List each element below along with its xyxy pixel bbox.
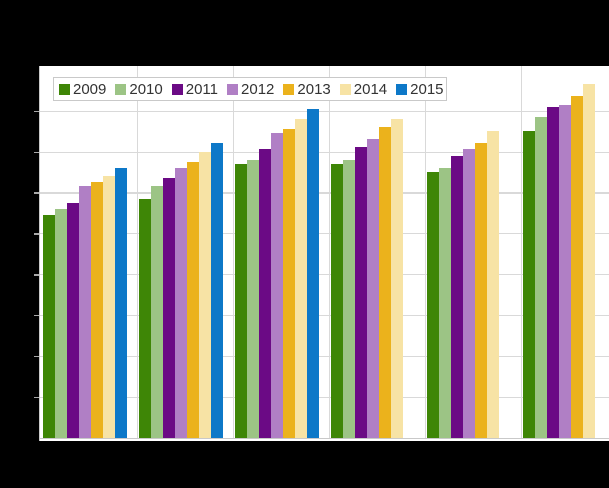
bar-2009-group-5 — [426, 171, 439, 438]
bar-2015-group-2 — [210, 143, 223, 438]
vertical-gridline — [137, 66, 139, 439]
bar-2013-group-6 — [570, 96, 583, 438]
y-axis-tick — [33, 233, 39, 235]
bar-2013-group-2 — [186, 161, 199, 438]
bar-2012-group-2 — [174, 167, 187, 438]
legend-label: 2012 — [241, 80, 275, 98]
y-axis-tick — [33, 355, 39, 358]
x-axis-line — [40, 437, 609, 439]
legend-label: 2013 — [297, 80, 331, 98]
legend-label: 2011 — [185, 80, 219, 98]
bar-2013-group-1 — [90, 182, 103, 438]
bar-2012-group-3 — [270, 133, 283, 438]
legend-item-2015[interactable]: 2015 — [396, 80, 444, 98]
legend-swatch-icon — [339, 83, 351, 95]
bar-2011-group-1 — [66, 202, 79, 438]
legend-label: 2014 — [353, 80, 388, 98]
bar-2009-group-4 — [330, 163, 343, 438]
bar-2012-group-4 — [366, 139, 379, 438]
legend-swatch-icon — [396, 83, 408, 95]
bar-2011-group-2 — [162, 178, 175, 438]
legend-label: 2015 — [410, 80, 444, 98]
bar-2012-group-1 — [78, 186, 91, 438]
bar-2014-group-4 — [390, 118, 403, 438]
y-axis-tick — [33, 396, 39, 399]
y-axis-tick — [33, 192, 39, 194]
vertical-gridline — [425, 66, 427, 439]
horizontal-gridline — [40, 355, 609, 358]
bar-2010-group-6 — [534, 116, 547, 438]
legend-label: 2009 — [73, 80, 107, 98]
legend-swatch-icon — [59, 83, 70, 95]
bar-2013-group-5 — [474, 143, 487, 438]
bar-2015-group-3 — [306, 108, 319, 438]
legend-swatch-icon — [115, 83, 127, 95]
bar-2010-group-1 — [54, 208, 67, 438]
bar-2010-group-3 — [246, 159, 259, 438]
plot-area: 2009 2010 2011 2012 2013 2014 2015 — [33, 66, 609, 441]
bar-2010-group-2 — [150, 186, 163, 438]
bar-2014-group-1 — [102, 176, 115, 438]
legend-item-2012[interactable]: 2012 — [227, 82, 274, 97]
horizontal-gridline — [40, 110, 609, 112]
legend-item-2010[interactable]: 2010 — [115, 80, 163, 98]
horizontal-gridline — [40, 192, 609, 194]
bar-2014-group-3 — [294, 118, 307, 438]
vertical-gridline — [521, 66, 523, 439]
bar-2009-group-2 — [138, 198, 151, 438]
legend-swatch-icon — [283, 83, 295, 95]
bar-2010-group-5 — [438, 167, 451, 438]
legend-item-2013[interactable]: 2013 — [283, 80, 331, 98]
horizontal-gridline — [40, 151, 609, 153]
y-axis-tick — [33, 314, 39, 317]
bar-2009-group-3 — [234, 163, 247, 438]
bar-2014-group-2 — [198, 151, 211, 438]
y-axis-tick — [33, 151, 39, 153]
horizontal-gridline — [40, 396, 609, 398]
legend-item-2014[interactable]: 2014 — [339, 80, 388, 98]
bar-2011-group-3 — [258, 149, 271, 438]
bar-2011-group-6 — [546, 106, 559, 438]
y-axis-tick — [33, 110, 39, 113]
bar-2011-group-4 — [354, 147, 367, 438]
legend-item-2009[interactable]: 2009 — [59, 82, 106, 97]
horizontal-gridline — [40, 314, 609, 317]
legend-item-2011[interactable]: 2011 — [171, 80, 219, 98]
bar-2015-group-1 — [114, 167, 127, 438]
vertical-gridline — [329, 66, 331, 439]
legend-swatch-icon — [227, 83, 239, 95]
horizontal-gridline — [40, 274, 609, 276]
bar-2014-group-5 — [486, 131, 499, 438]
bar-2010-group-4 — [342, 159, 355, 438]
vertical-gridline — [233, 66, 235, 439]
y-axis-tick — [33, 274, 39, 276]
legend: 2009 2010 2011 2012 2013 2014 2015 — [53, 77, 447, 101]
bar-2013-group-3 — [282, 129, 295, 438]
bar-2014-group-6 — [582, 84, 595, 438]
bar-2012-group-5 — [462, 149, 475, 438]
bar-2012-group-6 — [558, 104, 571, 438]
bar-2013-group-4 — [378, 127, 391, 438]
bar-2011-group-5 — [450, 155, 463, 438]
horizontal-gridline — [40, 233, 609, 235]
legend-swatch-icon — [171, 83, 183, 95]
bar-2009-group-1 — [42, 214, 55, 438]
bar-2009-group-6 — [522, 131, 535, 438]
legend-label: 2010 — [129, 80, 163, 98]
